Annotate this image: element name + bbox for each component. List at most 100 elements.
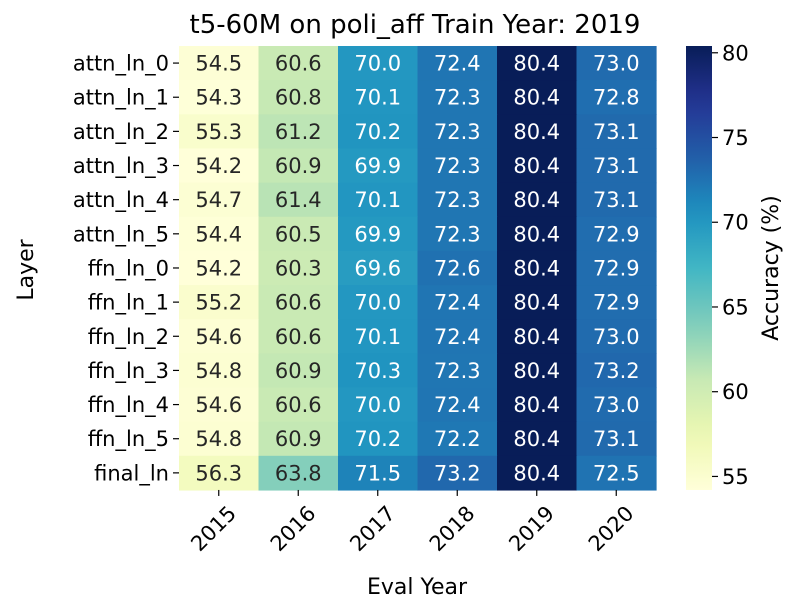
cell-value-label: 72.6 <box>434 256 481 280</box>
cell-value-label: 60.9 <box>275 154 322 178</box>
cell-value-label: 60.6 <box>275 52 322 76</box>
cell-value-label: 72.3 <box>434 359 481 383</box>
heatmap-cell <box>258 46 339 81</box>
cell-value-label: 80.4 <box>513 86 560 110</box>
heatmap-cell <box>179 285 260 320</box>
heatmap-cell <box>417 216 498 252</box>
heatmap-cell <box>338 148 419 184</box>
heatmap-cell <box>497 353 578 389</box>
y-tick-label: ffn_ln_2 <box>88 325 169 350</box>
heatmap-cell <box>576 46 657 81</box>
colorbar-tick-label: 65 <box>722 295 749 319</box>
heatmap-cell <box>179 387 260 423</box>
x-tick-label: 2019 <box>504 501 559 556</box>
heatmap-cell <box>179 421 260 457</box>
heatmap-cell <box>258 353 339 389</box>
cell-value-label: 72.9 <box>593 256 640 280</box>
heatmap-cell <box>258 182 339 218</box>
heatmap-cell <box>417 114 498 150</box>
cell-value-label: 73.0 <box>593 325 640 349</box>
cell-value-label: 60.6 <box>275 291 322 315</box>
cell-value-label: 69.6 <box>354 256 401 280</box>
heatmap-cell <box>179 80 260 115</box>
heatmap-cell <box>258 250 339 286</box>
heatmap-cell <box>497 250 578 286</box>
cell-value-label: 80.4 <box>513 256 560 280</box>
cell-value-label: 60.6 <box>275 393 322 417</box>
cell-value-label: 70.1 <box>354 86 401 110</box>
cell-value-label: 72.4 <box>434 291 481 315</box>
heatmap-cell <box>417 80 498 115</box>
cell-value-label: 72.3 <box>434 86 481 110</box>
heatmap-cells <box>179 46 657 491</box>
cell-value-label: 56.3 <box>195 461 242 485</box>
heatmap-cell <box>497 285 578 320</box>
heatmap-cell <box>179 319 260 354</box>
cell-value-label: 80.4 <box>513 291 560 315</box>
x-tick-label: 2015 <box>186 501 241 556</box>
cell-value-label: 72.3 <box>434 154 481 178</box>
y-tick-label: ffn_ln_0 <box>88 256 169 281</box>
heatmap-cell <box>417 387 498 423</box>
y-tick-label: ffn_ln_3 <box>88 359 169 384</box>
cell-value-label: 73.0 <box>593 52 640 76</box>
cell-value-label: 54.3 <box>195 86 242 110</box>
heatmap-cell <box>497 114 578 150</box>
cell-value-label: 70.0 <box>354 393 401 417</box>
heatmap-cell <box>417 455 498 491</box>
colorbar-tick-label: 55 <box>722 465 749 489</box>
cell-value-label: 72.9 <box>593 291 640 315</box>
cell-value-label: 54.4 <box>195 222 242 246</box>
y-tick-label: attn_ln_5 <box>73 222 169 247</box>
cell-value-label: 73.1 <box>593 427 640 451</box>
heatmap-cell <box>497 182 578 218</box>
heatmap-cell <box>338 114 419 150</box>
heatmap-cell <box>258 216 339 252</box>
heatmap-cell <box>338 80 419 115</box>
cell-value-label: 80.4 <box>513 325 560 349</box>
heatmap-cell <box>258 319 339 354</box>
x-tick-label: 2017 <box>345 501 400 556</box>
cell-value-label: 55.3 <box>195 120 242 144</box>
heatmap-cell <box>258 80 339 115</box>
heatmap-cell <box>417 421 498 457</box>
cell-value-label: 73.2 <box>593 359 640 383</box>
cell-value-label: 60.5 <box>275 222 322 246</box>
cell-value-label: 80.4 <box>513 393 560 417</box>
cell-value-label: 72.4 <box>434 393 481 417</box>
heatmap-cell <box>179 46 260 81</box>
cell-value-label: 80.4 <box>513 222 560 246</box>
cell-value-label: 60.8 <box>275 86 322 110</box>
y-tick-label: attn_ln_0 <box>73 52 169 77</box>
heatmap-cell <box>417 319 498 354</box>
cell-value-label: 54.2 <box>195 256 242 280</box>
heatmap-cell <box>338 387 419 423</box>
heatmap-cell <box>576 182 657 218</box>
heatmap-cell <box>497 387 578 423</box>
cell-value-label: 55.2 <box>195 291 242 315</box>
cell-value-label: 70.2 <box>354 120 401 144</box>
cell-value-label: 73.1 <box>593 188 640 212</box>
cell-value-label: 80.4 <box>513 461 560 485</box>
colorbar-ticks: 55 60 65 70 75 80 <box>712 41 749 489</box>
heatmap-cell <box>338 216 419 252</box>
colorbar-tick-label: 60 <box>722 380 749 404</box>
heatmap-cell <box>338 421 419 457</box>
chart-title: t5-60M on poli_aff Train Year: 2019 <box>190 10 641 40</box>
cell-value-label: 72.9 <box>593 222 640 246</box>
cell-value-label: 80.4 <box>513 359 560 383</box>
cell-value-label: 72.3 <box>434 222 481 246</box>
heatmap-cell <box>576 353 657 389</box>
heatmap-cell <box>576 80 657 115</box>
cell-value-label: 70.1 <box>354 325 401 349</box>
heatmap-cell <box>179 114 260 150</box>
cell-value-label: 73.2 <box>434 461 481 485</box>
y-axis-label: Layer <box>14 238 39 300</box>
heatmap-cell <box>576 455 657 491</box>
cell-value-label: 73.1 <box>593 154 640 178</box>
heatmap-cell <box>576 148 657 184</box>
y-tick-label: attn_ln_4 <box>73 188 169 213</box>
heatmap-cell <box>497 319 578 354</box>
heatmap-cell <box>338 353 419 389</box>
